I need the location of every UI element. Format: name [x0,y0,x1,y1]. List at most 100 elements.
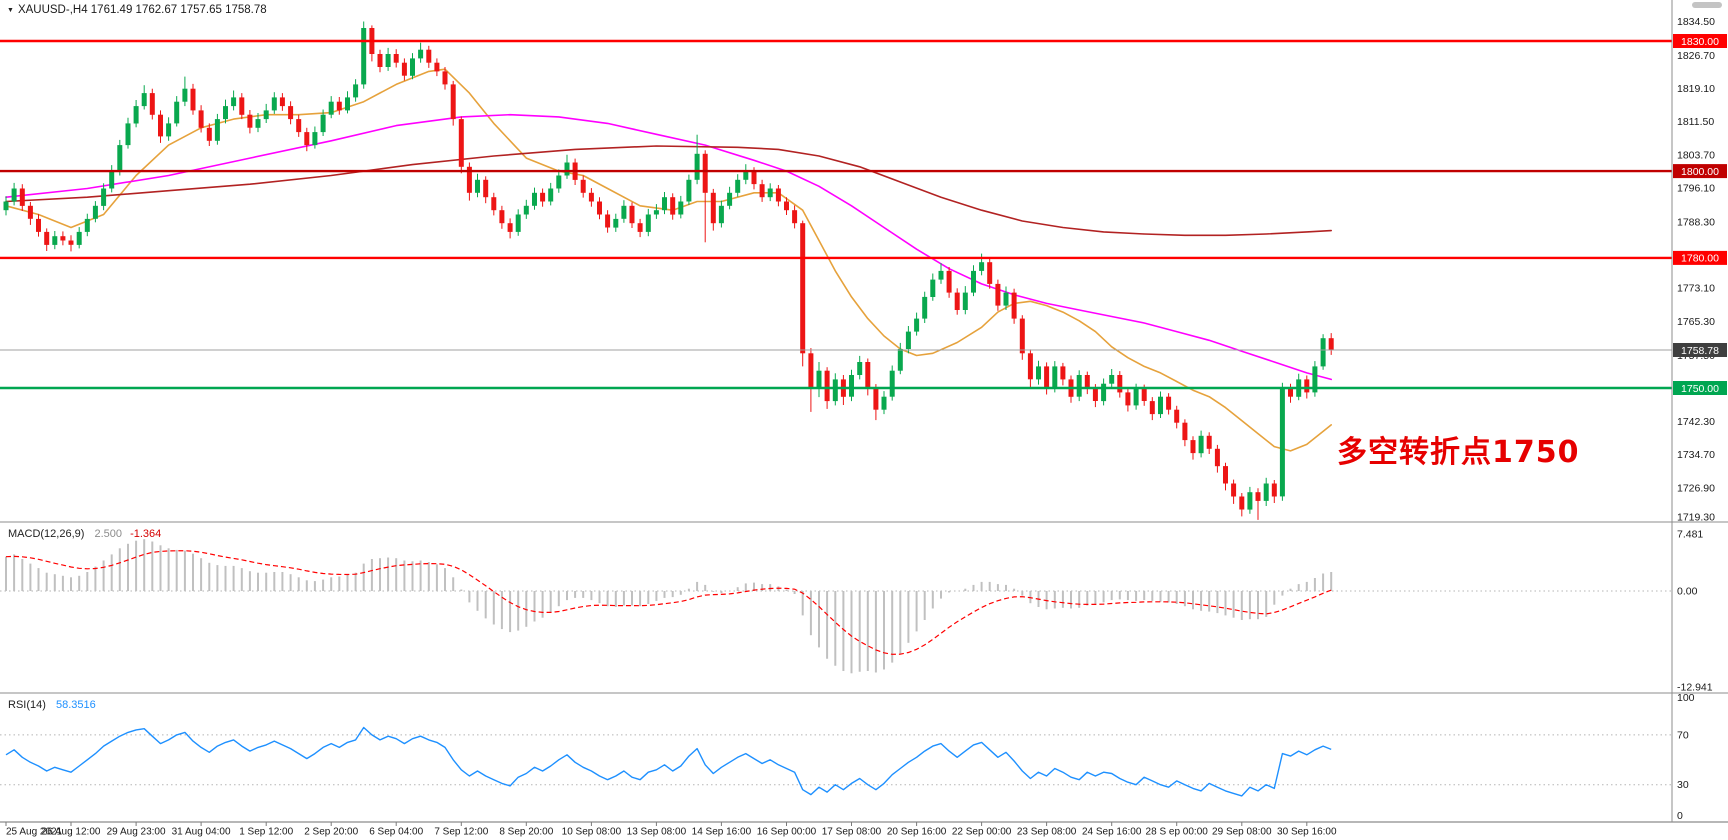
candle [101,188,107,206]
candle [1166,396,1172,410]
candle [751,171,757,185]
candle [1190,440,1196,454]
candle [198,110,204,128]
main-pane[interactable] [0,0,1672,522]
candle [532,192,537,206]
candle [442,71,448,85]
candle [353,84,359,98]
time-axis-label: 25 Aug 2021 [6,827,63,838]
candle [60,236,66,241]
candle [1214,448,1220,467]
candle [1036,366,1041,380]
time-axis-label: 8 Sep 20:00 [499,827,553,838]
candle [1044,366,1050,389]
candle [174,101,180,124]
candle [605,214,611,228]
horizontal-scrollbar-thumb[interactable] [1692,2,1722,8]
time-axis-label: 29 Sep 08:00 [1212,827,1272,838]
candle [946,270,952,293]
candle [1320,338,1326,367]
candle [418,49,424,59]
candle [385,54,391,67]
price-badge-1750.00-text: 1750.00 [1681,383,1719,395]
candle [52,236,58,245]
candle [832,379,838,402]
candle [247,114,253,128]
time-axis-label: 17 Sep 08:00 [822,827,882,838]
chart-menu-icon[interactable]: ▼ [7,6,14,14]
candle [507,223,513,232]
candle [141,93,147,107]
candle [670,197,676,215]
candle [401,62,407,76]
candle [214,119,220,141]
candle [792,210,798,224]
rsi-tick-label: 100 [1677,692,1695,704]
candle [288,106,294,120]
candle [1092,388,1098,401]
current-price-badge-text: 1758.78 [1681,345,1719,357]
candle [637,223,643,232]
candle [718,205,724,224]
candle [1255,492,1261,501]
candle [857,362,863,375]
candle [263,110,269,120]
time-axis-label: 6 Sep 04:00 [369,827,423,838]
price-badge-1780.00-text: 1780.00 [1681,253,1719,265]
candle [1141,388,1147,401]
price-tick-label: 1742.30 [1677,416,1715,428]
candle [702,153,708,193]
time-axis-label: 13 Sep 08:00 [627,827,687,838]
time-axis-label: 16 Sep 00:00 [757,827,817,838]
candle [223,106,228,120]
macd-tick-label: -12.941 [1677,682,1713,694]
candle [377,54,383,67]
candle [629,205,635,224]
price-badge-1780.00 [1673,250,1727,265]
candle [3,201,9,211]
candle [1312,366,1318,393]
price-tick-label: 1819.10 [1677,83,1715,95]
time-axis-label: 28 S ep 00:00 [1146,827,1209,838]
candle [816,370,822,389]
time-axis-label: 29 Aug 23:00 [107,827,166,838]
price-tick-label: 1788.30 [1677,216,1715,228]
candle [84,218,90,232]
price-badge-1830.00-text: 1830.00 [1681,36,1719,48]
candle [1271,483,1277,497]
candle [231,97,237,107]
rsi-line [5,726,1332,797]
candle [1182,422,1188,441]
candle [767,188,773,198]
rsi-pane[interactable] [0,693,1672,822]
candle [1117,375,1123,393]
candle [1223,466,1228,484]
candle [905,331,911,349]
price-scale[interactable] [1672,0,1728,822]
candle [206,127,212,141]
candle [1288,388,1293,397]
candle [1279,388,1285,497]
candle [515,214,521,232]
candle [1304,379,1310,393]
candle [1247,492,1253,510]
candle [735,179,741,193]
macd-histogram [5,539,1333,674]
candle [336,101,342,111]
candle [68,240,74,245]
candle [450,84,456,120]
price-badge-1800.00 [1673,164,1727,179]
candle [320,114,326,133]
price-tick-label: 1726.90 [1677,483,1715,495]
candle [475,179,480,193]
candle [588,192,594,202]
candle [312,132,318,146]
time-scale[interactable] [0,822,1728,840]
candle [954,292,960,310]
rsi-tick-label: 30 [1677,779,1689,791]
candle [190,88,196,111]
candle [523,205,529,215]
candle [1027,353,1033,380]
price-tick-label: 1811.50 [1677,116,1714,128]
candles [3,21,1334,520]
